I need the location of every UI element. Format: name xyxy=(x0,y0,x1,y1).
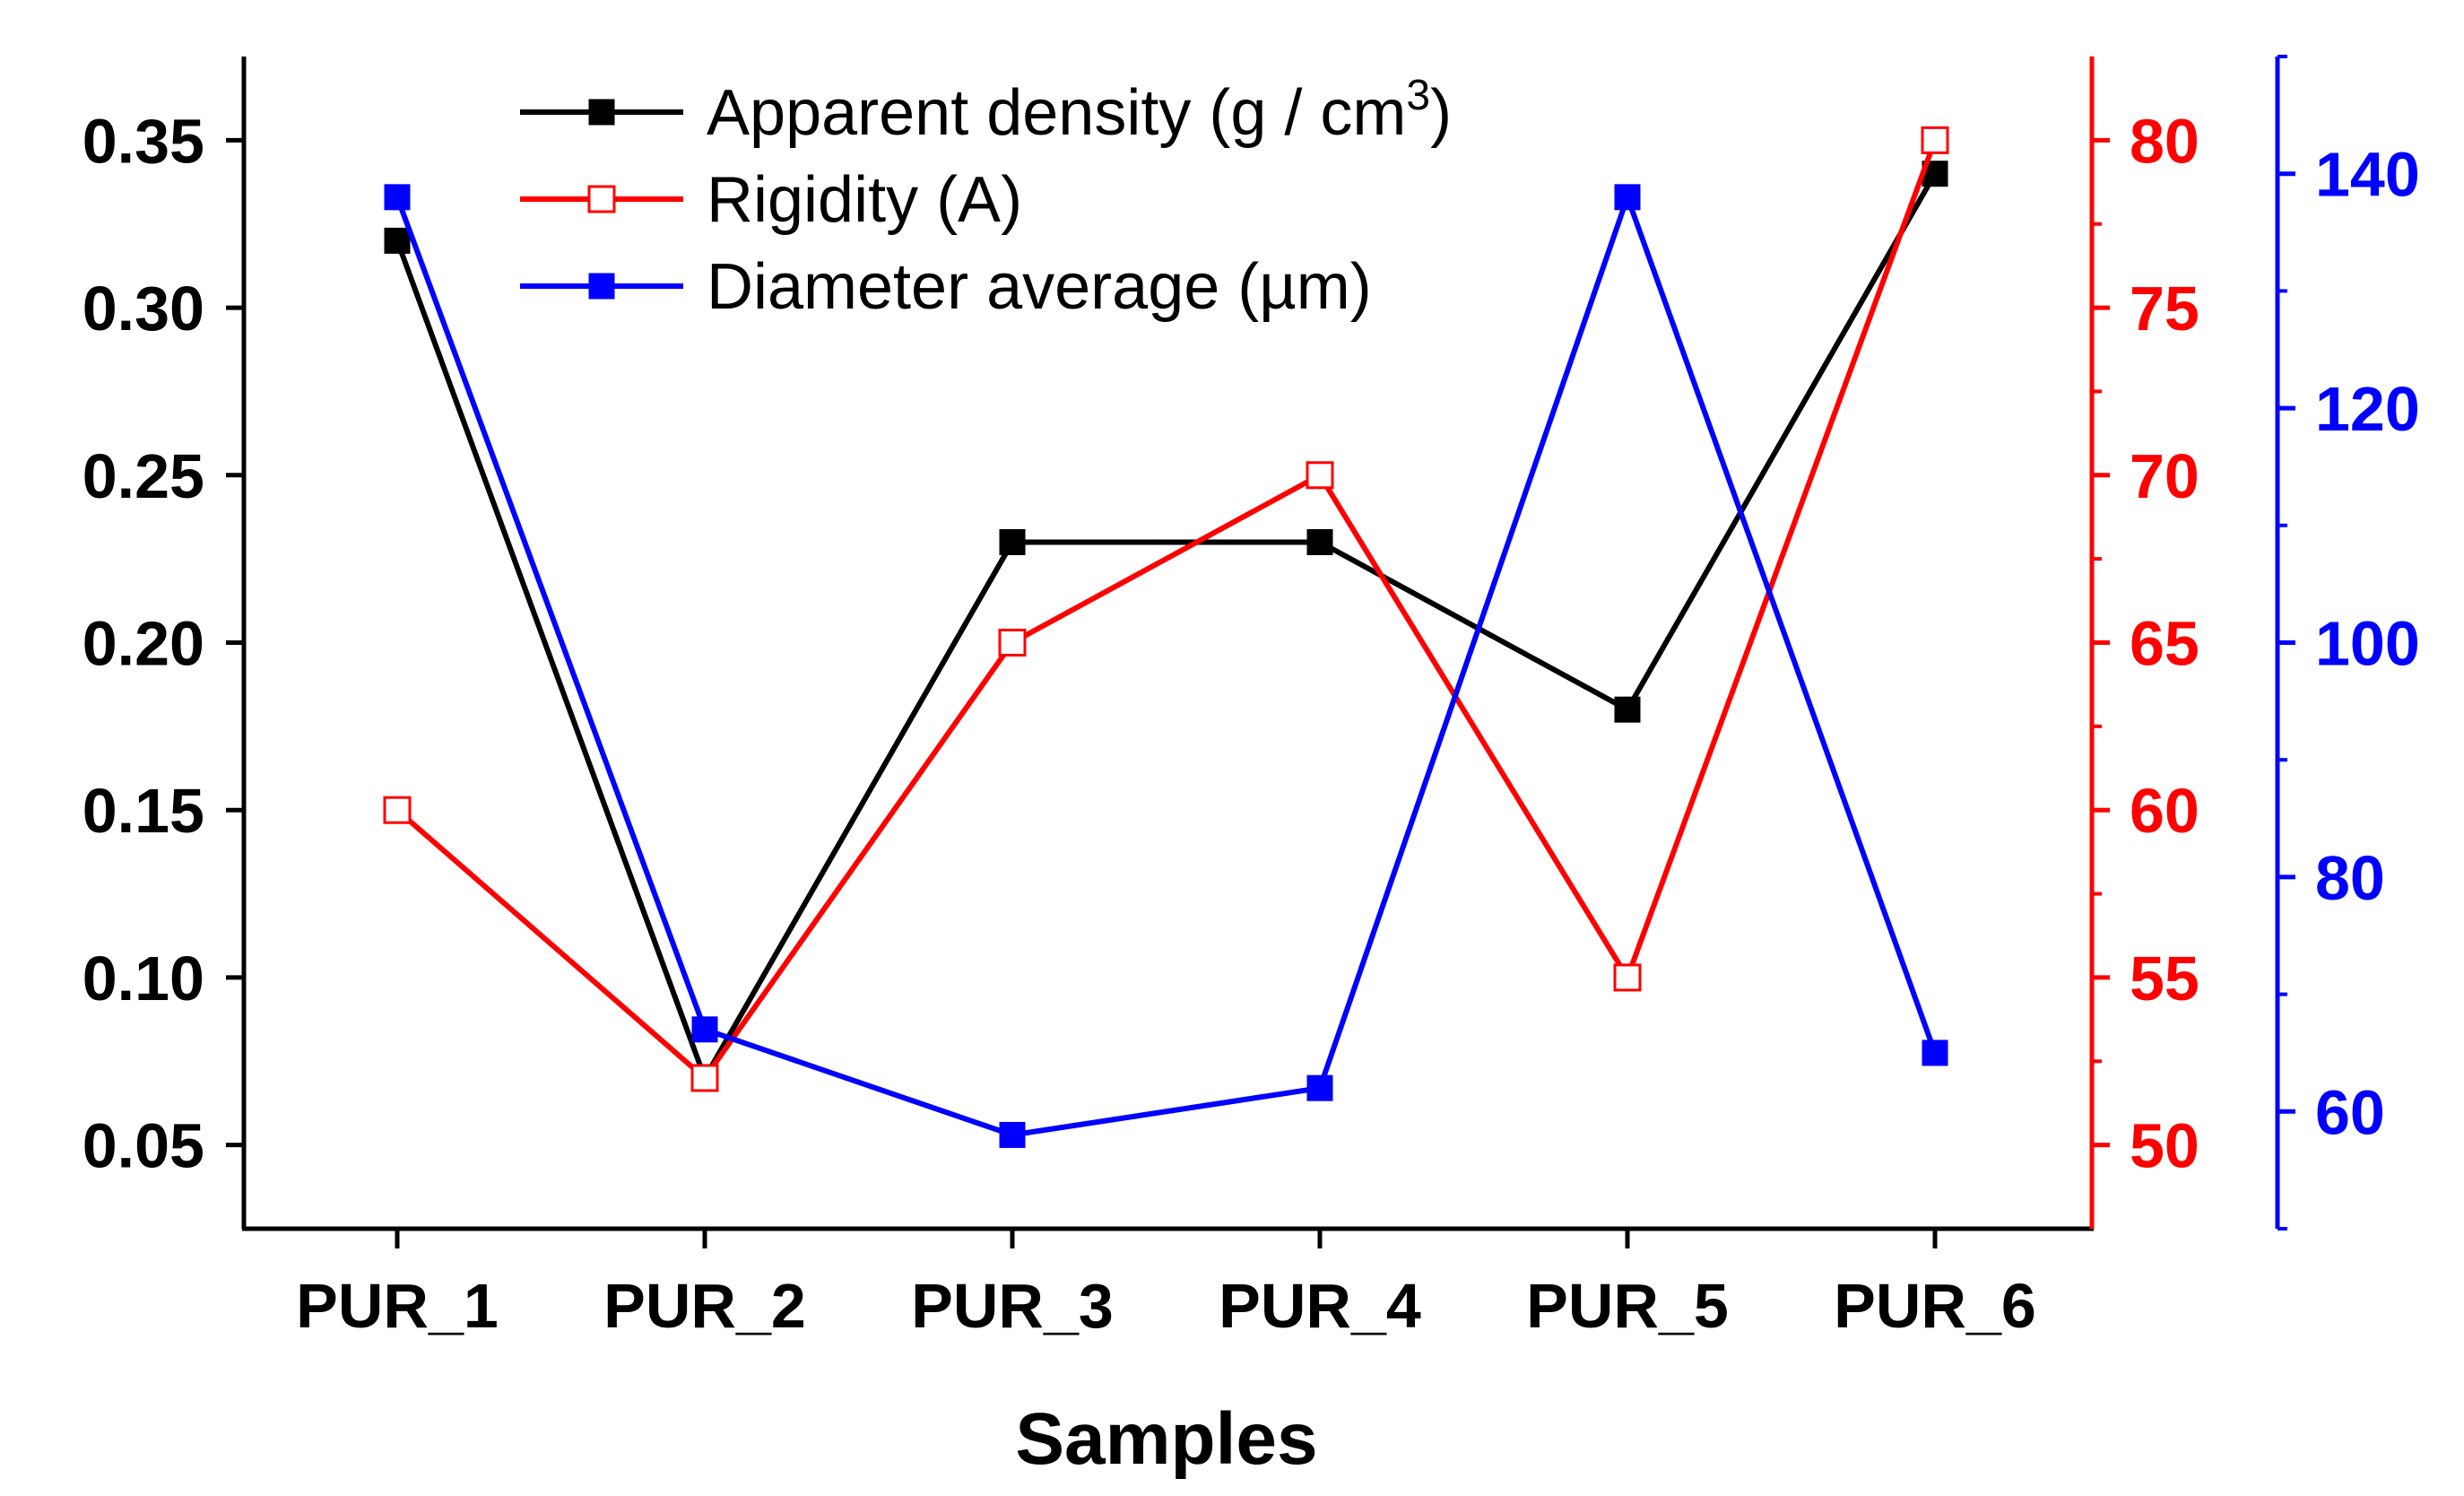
legend-label: Rigidity (A) xyxy=(707,164,1022,236)
left-tick-label: 0.20 xyxy=(82,609,204,679)
legend-marker xyxy=(588,99,615,126)
data-point xyxy=(1614,696,1641,723)
right-blue-tick-label: 60 xyxy=(2315,1077,2385,1147)
data-point xyxy=(1921,126,1949,154)
series-2 xyxy=(383,126,1949,1092)
data-point xyxy=(691,1016,718,1043)
legend: Apparent density (g / cm3) Rigidity (A) Di… xyxy=(520,72,1452,323)
left-tick-label: 0.10 xyxy=(82,944,204,1013)
axes: 0.05 0.10 0.15 0.20 0.25 0.30 0.35 50 55 60 65 70 75… xyxy=(82,55,2420,1341)
data-point xyxy=(1922,1039,1948,1066)
data-point xyxy=(999,528,1026,555)
series-3 xyxy=(384,184,1948,1148)
x-tick-label: PUR_3 xyxy=(911,1271,1114,1341)
data-point xyxy=(1306,528,1333,555)
left-tick-label: 0.30 xyxy=(82,274,204,344)
legend-label: Diameter average (µm) xyxy=(707,251,1372,323)
right-blue-tick-label: 120 xyxy=(2315,374,2420,444)
left-tick-label: 0.15 xyxy=(82,776,204,846)
data-point xyxy=(1306,1074,1333,1101)
data-point xyxy=(690,1064,719,1092)
data-point xyxy=(383,796,412,824)
left-tick-label: 0.05 xyxy=(82,1111,204,1181)
legend-item-2: Rigidity (A) xyxy=(520,164,1022,236)
series-line xyxy=(395,188,1938,1138)
legend-marker xyxy=(587,185,616,213)
data-point xyxy=(1306,461,1334,490)
data-point xyxy=(1613,963,1642,992)
right-blue-tick-label: 100 xyxy=(2315,609,2420,679)
series-line xyxy=(395,172,1938,1085)
right-red-tick-label: 80 xyxy=(2130,106,2199,176)
x-tick-label: PUR_1 xyxy=(296,1271,499,1341)
legend-item-1: Apparent density (g / cm3) xyxy=(520,72,1452,149)
series-line xyxy=(395,139,1938,1083)
legend-item-3: Diameter average (µm) xyxy=(520,251,1372,323)
x-tick-label: PUR_4 xyxy=(1219,1271,1421,1341)
right-blue-tick-label: 80 xyxy=(2315,843,2385,913)
data-point xyxy=(1614,184,1641,211)
right-red-tick-label: 60 xyxy=(2130,776,2199,846)
legend-label: Apparent density (g / cm3) xyxy=(707,72,1452,149)
right-red-tick-label: 55 xyxy=(2130,944,2199,1013)
right-blue-tick-label: 140 xyxy=(2315,140,2420,210)
right-red-tick-label: 70 xyxy=(2130,441,2199,511)
data-point xyxy=(384,227,411,254)
right-red-tick-label: 75 xyxy=(2130,274,2199,344)
data-point xyxy=(384,184,411,211)
x-tick-label: PUR_6 xyxy=(1834,1271,2036,1341)
legend-marker xyxy=(588,273,615,300)
series-layer xyxy=(383,126,1949,1148)
left-tick-label: 0.25 xyxy=(82,441,204,511)
right-red-tick-label: 50 xyxy=(2130,1111,2199,1181)
x-tick-label: PUR_5 xyxy=(1526,1271,1729,1341)
left-tick-label: 0.35 xyxy=(82,106,204,176)
right-red-tick-label: 65 xyxy=(2130,609,2199,679)
x-tick-label: PUR_2 xyxy=(603,1271,806,1341)
data-point xyxy=(999,1121,1026,1148)
data-point xyxy=(998,629,1027,657)
x-axis-title: Samples xyxy=(1015,1398,1317,1480)
